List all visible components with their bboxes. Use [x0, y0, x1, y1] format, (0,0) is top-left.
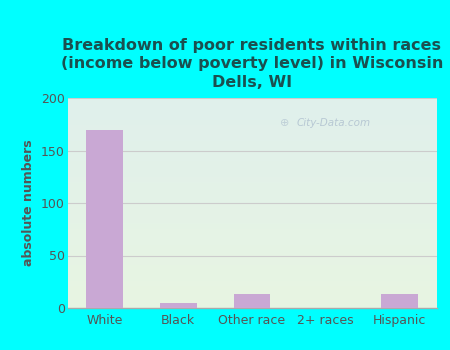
Title: Breakdown of poor residents within races
(income below poverty level) in Wiscons: Breakdown of poor residents within races… — [61, 38, 443, 90]
Y-axis label: absolute numbers: absolute numbers — [22, 140, 35, 266]
Text: ⊕: ⊕ — [279, 118, 289, 128]
Bar — [160, 303, 197, 308]
Bar — [381, 294, 418, 308]
Bar — [234, 294, 270, 308]
Bar — [86, 130, 123, 308]
Text: City-Data.com: City-Data.com — [296, 118, 370, 128]
